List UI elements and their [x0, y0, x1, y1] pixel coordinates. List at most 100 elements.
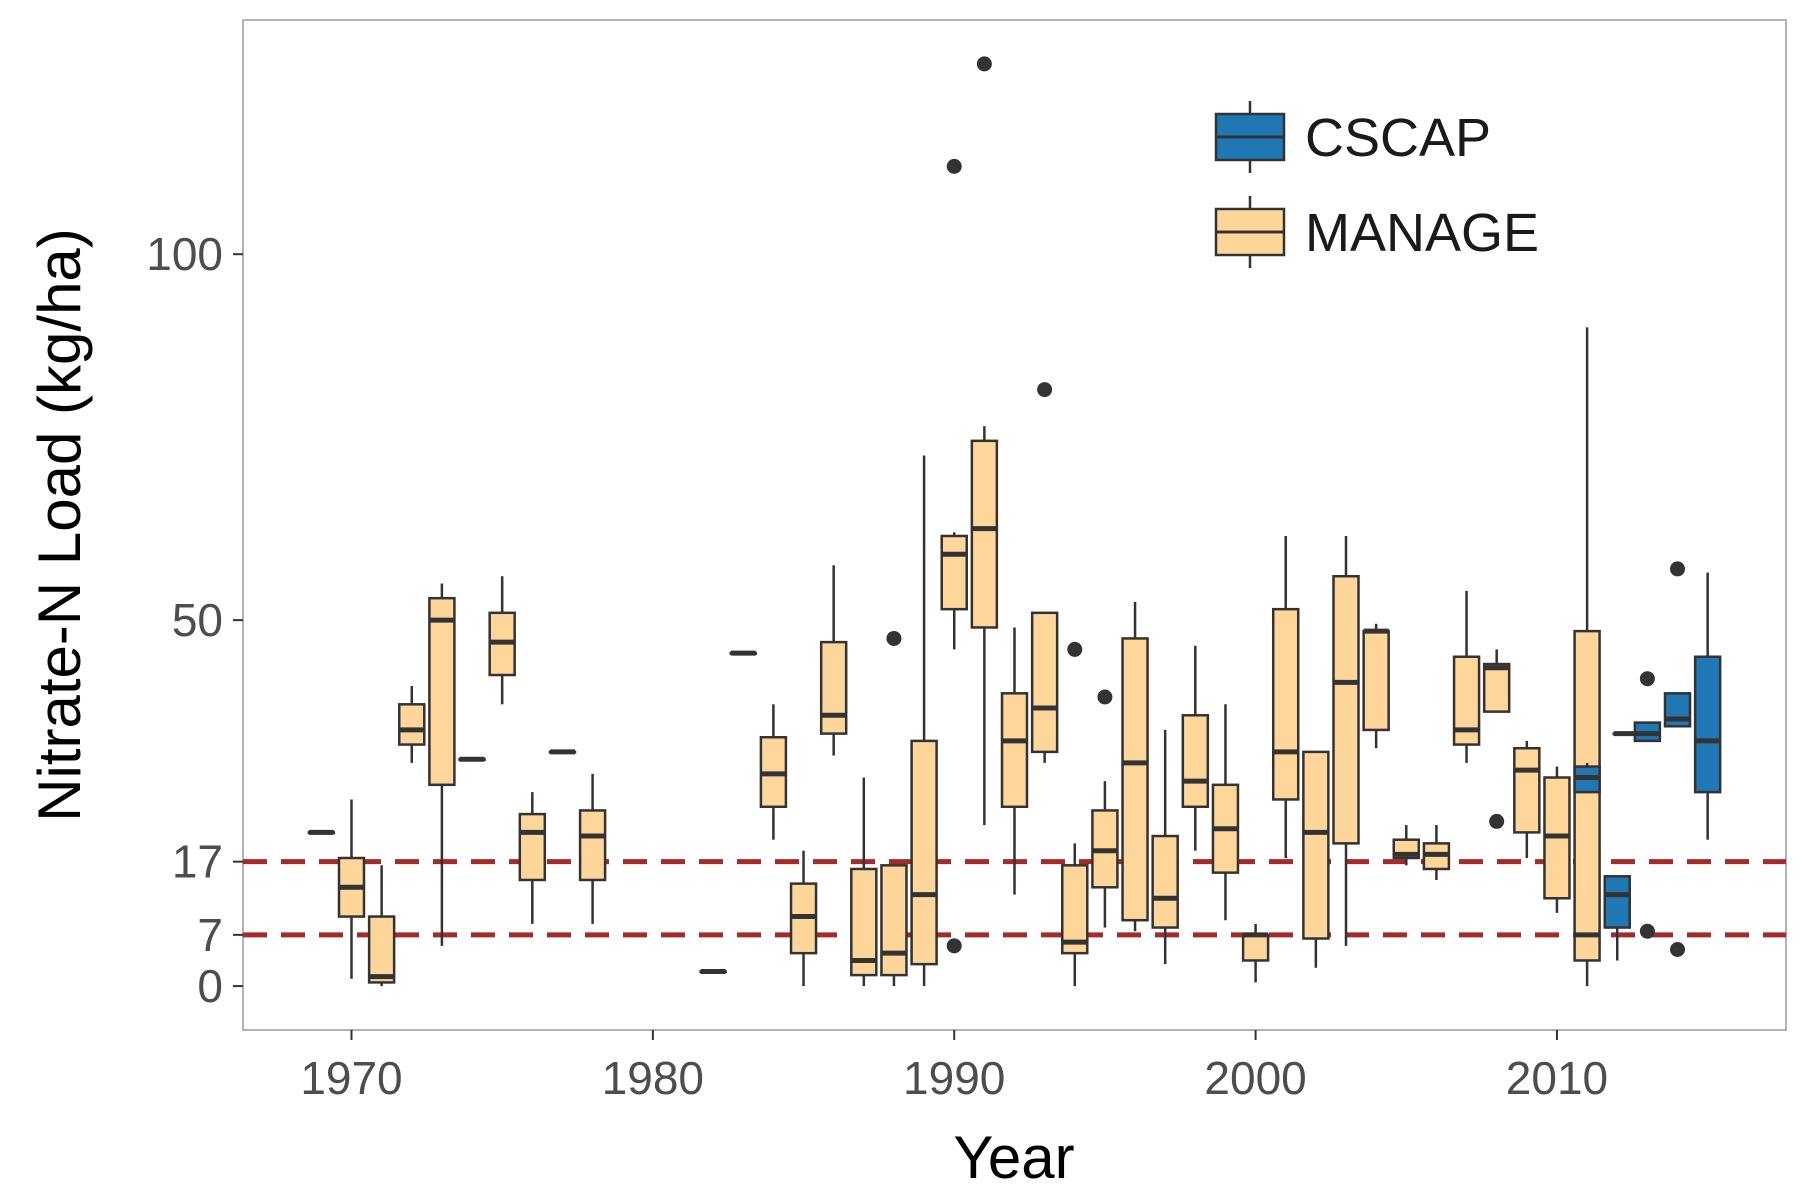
- box-manage-1984: [759, 704, 788, 840]
- box-body: [367, 915, 396, 984]
- box-body: [1121, 637, 1149, 922]
- x-tick-label-2010: 2010: [1506, 1052, 1608, 1104]
- box-manage-1970: [337, 799, 366, 979]
- box-manage-1988: [880, 630, 908, 987]
- box-body: [1151, 834, 1179, 929]
- box-manage-1987: [850, 777, 878, 987]
- box-manage-1983: [729, 650, 758, 656]
- x-axis-title: Year: [953, 1124, 1074, 1191]
- box-body: [970, 439, 999, 629]
- box-manage-1969: [307, 829, 336, 835]
- box-manage-2010: [1543, 766, 1571, 913]
- box-manage-1992: [1000, 627, 1029, 895]
- box-body: [518, 812, 547, 882]
- outlier-point: [1037, 382, 1053, 398]
- box-body: [910, 739, 938, 966]
- box-cscap-2015: [1693, 572, 1722, 840]
- box-cscap-2014: [1663, 561, 1692, 957]
- box-body: [1271, 607, 1300, 801]
- outlier-point: [886, 630, 902, 646]
- x-tick-label-1990: 1990: [903, 1052, 1005, 1104]
- box-manage-1998: [1181, 645, 1210, 851]
- outlier-point: [1489, 813, 1505, 829]
- box-manage-2001: [1271, 535, 1300, 859]
- outlier-point: [1639, 923, 1655, 939]
- outlier-point: [946, 938, 962, 954]
- box-body: [428, 596, 456, 787]
- box-body: [578, 809, 607, 882]
- boxplots: [307, 56, 1722, 987]
- legend-label-manage: MANAGE: [1305, 203, 1539, 263]
- y-tick-label-7: 7: [197, 909, 223, 961]
- box-body: [1061, 864, 1089, 955]
- outlier-point: [1670, 561, 1686, 577]
- box-body: [850, 867, 878, 977]
- box-manage-2007: [1452, 590, 1481, 763]
- box-body: [1603, 875, 1631, 929]
- box-manage-1985: [789, 850, 818, 987]
- box-manage-2008: [1482, 649, 1511, 829]
- box-manage-1974: [458, 756, 486, 762]
- box-body: [1362, 629, 1390, 732]
- box-manage-1995: [1091, 689, 1119, 928]
- box-manage-2004: [1362, 623, 1390, 749]
- outlier-point: [1067, 641, 1083, 657]
- box-cscap-2011: [1573, 762, 1601, 794]
- box-manage-1977: [548, 749, 577, 755]
- box-body: [1030, 611, 1059, 754]
- box-manage-1978: [578, 773, 607, 924]
- box-body: [1573, 629, 1601, 962]
- legend-item-manage: MANAGE: [1214, 196, 1539, 268]
- box-body: [819, 640, 848, 735]
- box-body: [398, 703, 426, 746]
- box-body: [880, 864, 908, 977]
- box-body: [1693, 655, 1722, 794]
- box-body: [1482, 662, 1511, 713]
- box-manage-2003: [1332, 535, 1360, 946]
- box-manage-1986: [819, 565, 848, 756]
- box-manage-2000: [1241, 923, 1270, 983]
- box-manage-1972: [398, 686, 426, 763]
- box-manage-1993: [1030, 382, 1059, 763]
- axes: 1970 1980 1990 2000 2010 07 17 50 100: [146, 228, 1608, 1104]
- box-body: [1241, 933, 1270, 962]
- outlier-point: [1097, 689, 1113, 705]
- box-manage-1975: [488, 576, 516, 705]
- box-cscap-2013: [1633, 671, 1662, 939]
- y-tick-label-0: 0: [197, 960, 223, 1012]
- box-manage-1982: [699, 968, 727, 974]
- box-manage-1999: [1211, 704, 1240, 921]
- box-manage-2009: [1513, 740, 1541, 859]
- outlier-point: [1639, 671, 1655, 687]
- x-tick-label-1980: 1980: [602, 1052, 704, 1104]
- box-cscap-2012: [1603, 875, 1631, 961]
- y-tick-label-50: 50: [172, 594, 223, 646]
- box-manage-1997: [1151, 729, 1179, 965]
- x-tick-label-1970: 1970: [300, 1052, 402, 1104]
- y-tick-label-100: 100: [146, 228, 223, 280]
- box-manage-1971: [367, 865, 396, 987]
- box-manage-1990: [940, 158, 968, 954]
- legend-label-cscap: CSCAP: [1305, 108, 1491, 168]
- outlier-point: [946, 158, 962, 174]
- box-manage-1976: [518, 792, 547, 924]
- box-body: [1332, 574, 1360, 845]
- box-body: [1513, 746, 1541, 834]
- outlier-point: [976, 56, 992, 72]
- box-manage-1989: [910, 455, 938, 987]
- box-manage-1973: [428, 583, 456, 946]
- legend: CSCAP MANAGE: [1214, 101, 1539, 268]
- y-tick-label-17: 17: [172, 836, 223, 888]
- box-manage-1996: [1121, 601, 1149, 932]
- y-axis-title: Nitrate-N Load (kg/ha): [26, 228, 93, 822]
- box-body: [1302, 750, 1330, 940]
- legend-item-cscap: CSCAP: [1214, 101, 1491, 173]
- box-body: [940, 534, 968, 611]
- box-manage-2011: [1573, 327, 1601, 987]
- box-manage-2006: [1422, 825, 1451, 880]
- box-body: [1181, 714, 1210, 809]
- box-manage-2002: [1302, 750, 1330, 968]
- box-manage-2005: [1392, 825, 1421, 866]
- box-manage-1994: [1061, 641, 1089, 987]
